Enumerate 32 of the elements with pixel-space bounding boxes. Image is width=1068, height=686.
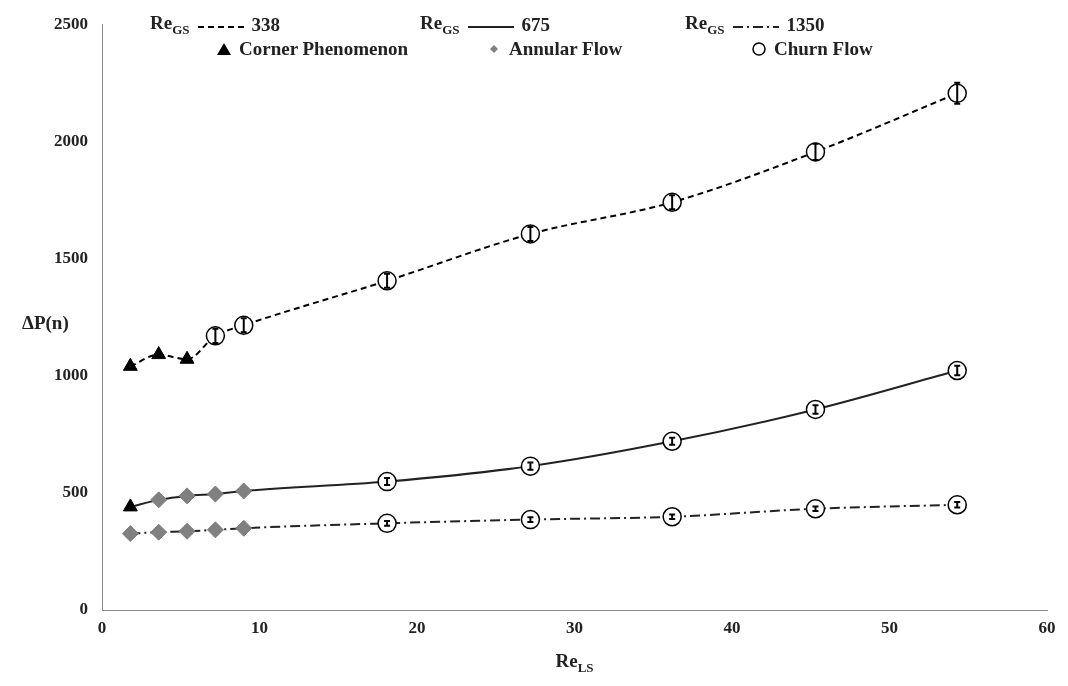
legend-label: Churn Flow: [774, 37, 873, 60]
point: [121, 525, 139, 543]
point: [235, 519, 253, 537]
point: [151, 346, 167, 360]
point: [122, 498, 138, 512]
y-tick-label: 2000: [54, 130, 88, 150]
x-tick-label: 40: [723, 617, 741, 637]
point: [235, 482, 253, 500]
x-tick-label: 30: [566, 617, 583, 637]
point: [206, 521, 224, 539]
text: Re$_{GS}$ 1350: [685, 12, 825, 37]
x-tick-label: 0: [97, 617, 107, 637]
x-tick-label: 60: [1038, 617, 1056, 637]
x-tick-label: 10: [251, 617, 268, 637]
point: [150, 523, 168, 541]
y-tick-label: 1000: [54, 365, 88, 385]
legend-label: Corner Phenomenon: [239, 37, 409, 60]
x-tick-label: 50: [881, 617, 898, 637]
y-tick-label: 2500: [54, 13, 88, 33]
text: Re$_{GS}$ 675: [420, 12, 550, 37]
point: [206, 485, 224, 503]
x-tick-label: 20: [408, 617, 426, 637]
y-axis-title: ΔP(n): [22, 312, 69, 334]
point: [178, 487, 196, 505]
legend-label: Annular Flow: [509, 37, 623, 60]
y-tick-label: 500: [62, 482, 88, 502]
point: [178, 522, 196, 540]
y-tick-label: 0: [79, 599, 88, 619]
x-axis-title: Re$_{LS}$: [554, 650, 595, 676]
text: Re$_{GS}$ 338: [150, 12, 280, 37]
point: [150, 491, 168, 509]
y-tick-label: 1500: [54, 247, 88, 267]
